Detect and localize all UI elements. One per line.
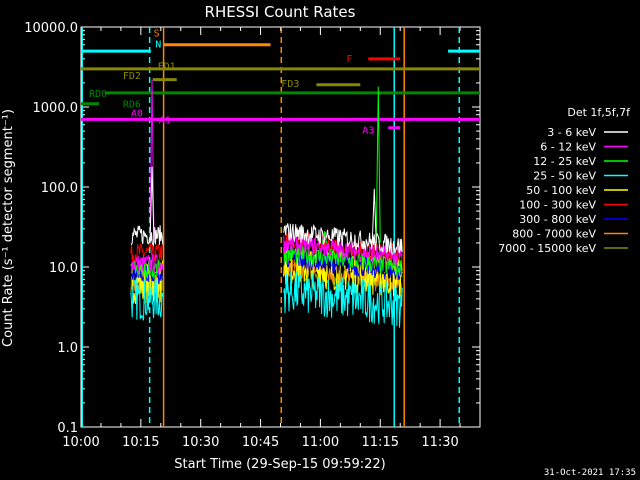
y-tick-label: 0.1 — [57, 421, 78, 436]
x-tick-label: 11:00 — [302, 435, 339, 450]
x-tick-label: 11:30 — [421, 435, 458, 450]
flag-label-n: N — [155, 40, 161, 51]
x-tick-label: 10:30 — [182, 435, 219, 450]
legend-entry-label: 300 - 800 keV — [519, 213, 596, 226]
series-spike — [321, 231, 327, 244]
series-trace-25-50kev — [283, 271, 403, 328]
footer-timestamp: 31-Oct-2021 17:35 — [544, 468, 636, 478]
plot-area: 10000.0 1000.0 100.0 10.0 1.0 0.110:00 10:15 10… — [24, 21, 481, 450]
x-tick-label: 10:15 — [122, 435, 159, 450]
y-tick-label: 10000.0 — [24, 21, 78, 36]
x-axis-label: Start Time (29-Sep-15 09:59:22) — [174, 457, 385, 472]
x-tick-label: 10:00 — [62, 435, 99, 450]
chart-title: RHESSI Count Rates — [205, 3, 356, 21]
series-trace-12-25kev — [283, 244, 403, 278]
legend-entry-label: 50 - 100 keV — [526, 184, 596, 197]
series-trace-3-6kev — [130, 225, 164, 247]
y-tick-label: 1000.0 — [33, 101, 79, 116]
series-trace-6-12kev — [130, 254, 164, 275]
series-spike — [149, 166, 155, 243]
series-trace-25-50kev — [130, 277, 164, 321]
x-tick-label: 10:45 — [242, 435, 279, 450]
legend-entry-label: 6 - 12 keV — [540, 141, 596, 154]
y-axis-label: Count Rate (s⁻¹ detector segment⁻¹) — [1, 109, 16, 347]
legend-entry-label: 100 - 300 keV — [519, 199, 596, 212]
legend-entry-label: 7000 - 15000 keV — [498, 242, 596, 255]
flag-label-a1: A1 — [159, 115, 171, 126]
flag-label-rd0: RD0 — [89, 89, 107, 100]
y-tick-label: 100.0 — [41, 181, 78, 196]
flag-label-fd2: FD2 — [123, 71, 141, 82]
flag-label-fd3: FD3 — [281, 79, 299, 90]
flag-label-f: F — [346, 54, 352, 65]
series-spike — [149, 79, 155, 243]
series-spike — [375, 86, 381, 243]
legend-entry-label: 25 - 50 keV — [533, 170, 596, 183]
flag-label-fd1: FD1 — [158, 62, 176, 73]
y-tick-label: 1.0 — [57, 341, 78, 356]
flag-label-s: S — [154, 29, 160, 40]
y-tick-label: 10.0 — [49, 261, 78, 276]
legend-entry-label: 12 - 25 keV — [533, 155, 596, 168]
legend-title: Det 1f,5f,7f — [567, 106, 631, 119]
series-trace-300-800kev — [130, 264, 164, 285]
x-tick-label: 11:15 — [362, 435, 399, 450]
series-trace-3-6kev — [283, 223, 403, 255]
series-spike — [371, 188, 377, 243]
flag-label-a3: A3 — [362, 126, 374, 137]
legend-entry-label: 800 - 7000 keV — [512, 228, 596, 241]
series-trace-12-25kev — [130, 259, 164, 279]
flag-label-a0: A0 — [131, 109, 143, 120]
flag-label-rd6: RD6 — [123, 100, 141, 111]
legend-entry-label: 3 - 6 keV — [547, 126, 596, 139]
